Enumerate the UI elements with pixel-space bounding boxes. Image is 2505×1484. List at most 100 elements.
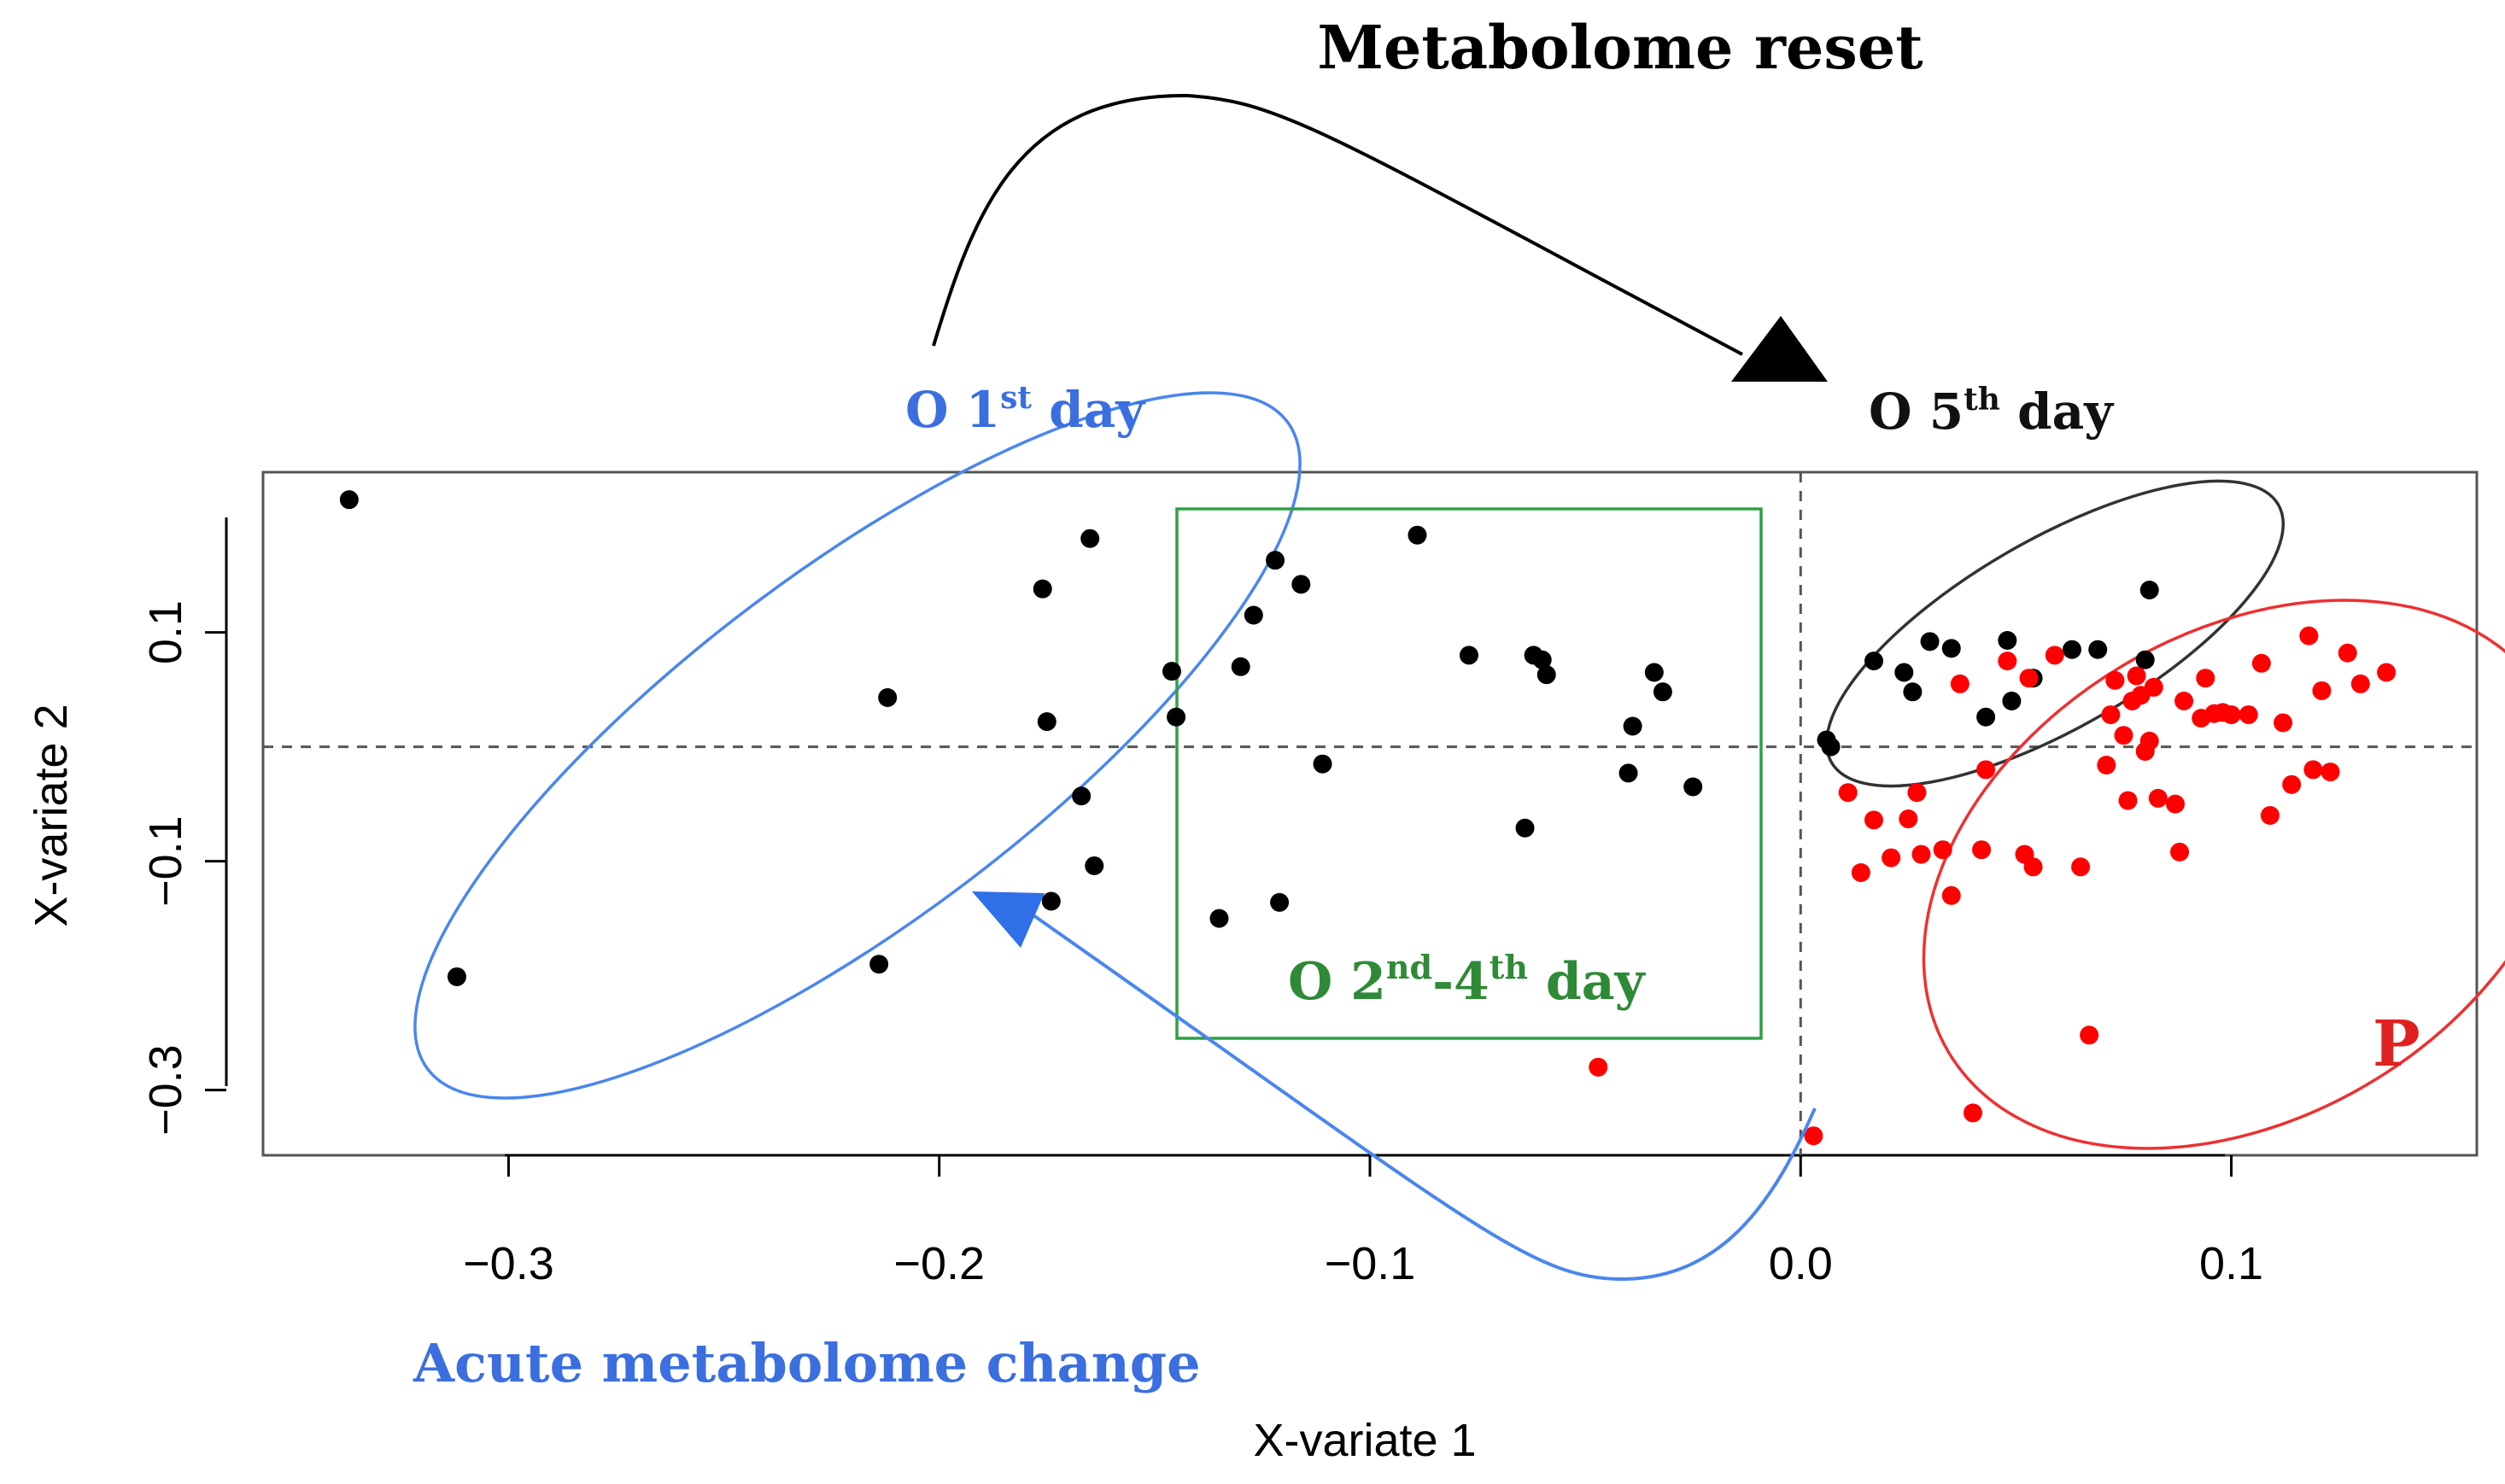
p-data-point	[2239, 705, 2258, 725]
o-1st-day-ellipse	[413, 391, 1302, 1100]
p-data-point	[2260, 806, 2280, 826]
p-data-point	[1864, 810, 1884, 830]
p-data-point	[2299, 626, 2319, 646]
o-data-point	[1244, 605, 1263, 625]
o-data-point	[1536, 665, 1556, 685]
p-data-point	[2127, 666, 2146, 686]
p-data-point	[2023, 857, 2043, 877]
o-data-point	[1653, 682, 1672, 702]
o-data-point	[1291, 575, 1311, 594]
p-data-point	[1838, 783, 1858, 803]
p-data-point	[2196, 669, 2215, 688]
o-data-point	[2002, 692, 2022, 711]
p-data-point	[2114, 726, 2133, 745]
o-data-point	[1532, 650, 1552, 669]
label-acute-metabolome-change: Acute metabolome change	[413, 1332, 1201, 1394]
chart-title: Metabolome reset	[1317, 12, 1923, 83]
p-ellipse	[1922, 599, 2505, 1150]
p-data-point	[2080, 1025, 2099, 1045]
label-o-5th-day: O 5th day	[1869, 382, 2115, 441]
o-data-point	[1644, 663, 1664, 682]
p-data-point	[2144, 677, 2163, 697]
o-data-point	[1270, 892, 1290, 912]
p-data-point	[2019, 669, 2039, 688]
o-data-point	[1976, 707, 1996, 727]
o-data-point	[878, 687, 898, 707]
p-data-point	[1976, 760, 1996, 780]
o-data-point	[339, 490, 359, 510]
o-data-point	[1618, 763, 1638, 783]
p-data-point	[2148, 788, 2168, 808]
p-data-point	[2105, 670, 2125, 690]
o-data-point	[1231, 657, 1250, 676]
o-data-point	[1894, 663, 1914, 682]
label-p: P	[2373, 1008, 2420, 1081]
o-data-point	[1920, 632, 1940, 651]
p-data-point	[1882, 848, 1901, 868]
o-data-point	[2088, 640, 2108, 659]
o-data-point	[1266, 551, 1285, 570]
o-data-point	[1998, 630, 2017, 650]
p-data-point	[2282, 774, 2302, 794]
o-data-point	[1408, 525, 1427, 545]
y-tick-label: −0.1	[140, 815, 191, 907]
o-data-point	[1037, 712, 1056, 732]
p-data-point	[2174, 692, 2194, 711]
o-data-point	[869, 955, 889, 974]
p-data-point	[2274, 713, 2293, 733]
p-data-point	[1851, 863, 1870, 883]
p-data-point	[2101, 705, 2121, 725]
p-data-point	[1911, 844, 1931, 864]
o-data-point	[1515, 818, 1535, 838]
p-data-point	[2377, 663, 2397, 682]
p-data-point	[1998, 651, 2017, 671]
o-data-point	[1041, 891, 1061, 911]
o-data-point	[1459, 646, 1478, 665]
o-data-point	[1162, 662, 1182, 681]
o-data-point	[1821, 737, 1841, 757]
x-tick-label: 0.0	[1769, 1238, 1833, 1289]
o-data-point	[1209, 909, 1229, 928]
o-data-point	[1903, 682, 1923, 702]
label-o-1st-day: O 1st day	[905, 380, 1146, 439]
x-tick-label: −0.3	[463, 1238, 554, 1289]
o-data-point	[1085, 856, 1104, 875]
x-axis-title: X-variate 1	[1253, 1415, 1476, 1466]
o-data-point	[2062, 640, 2081, 659]
data-points	[339, 490, 2397, 1146]
o-data-point	[1072, 786, 1092, 806]
acute-change-arrow-line	[1032, 914, 1817, 1282]
o-data-point	[1313, 754, 1332, 774]
p-data-point	[1589, 1057, 1608, 1077]
o-data-point	[1683, 777, 1703, 797]
o-data-point	[1167, 707, 1186, 727]
o-data-point	[1080, 529, 1100, 548]
p-data-point	[1941, 885, 1961, 905]
p-data-point	[2166, 794, 2186, 814]
y-tick-label: −0.3	[140, 1044, 191, 1136]
metabolome-reset-arrow-line	[932, 93, 1743, 356]
x-tick-label: 0.1	[2199, 1238, 2263, 1289]
acute-change-arrowhead	[972, 891, 1045, 948]
p-data-point	[2139, 731, 2159, 751]
p-data-point	[1950, 674, 1969, 693]
p-data-point	[2097, 756, 2116, 775]
p-data-point	[2118, 791, 2138, 810]
o-data-point	[1864, 651, 1884, 671]
p-data-point	[2350, 674, 2370, 693]
p-data-point	[1972, 840, 1992, 860]
o-data-point	[2139, 581, 2159, 600]
o-data-point	[1033, 579, 1052, 599]
o-data-point	[2135, 650, 2155, 669]
p-data-point	[2221, 705, 2241, 725]
y-axis-title: X-variate 2	[26, 704, 77, 926]
o-data-point	[447, 967, 466, 986]
metabolome-reset-arrowhead	[1731, 316, 1828, 382]
p-data-point	[1899, 809, 1918, 829]
p-data-point	[2045, 646, 2064, 665]
p-data-point	[1907, 783, 1927, 803]
p-data-point	[2312, 681, 2332, 700]
p-data-point	[1804, 1126, 1823, 1146]
plot-frame	[261, 470, 2479, 1157]
